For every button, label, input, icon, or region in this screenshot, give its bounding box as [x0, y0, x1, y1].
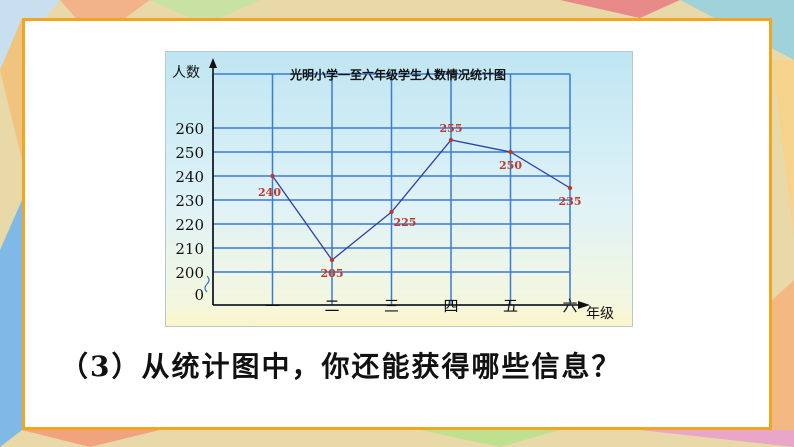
y-tick-label: 250: [175, 144, 204, 162]
data-point: [389, 209, 394, 215]
data-point: [508, 149, 513, 155]
data-point: [270, 173, 275, 179]
y-tick-label: 240: [175, 168, 204, 186]
y-tick-label: 230: [175, 192, 204, 210]
y-tick-label: 200: [175, 264, 204, 282]
series-line: [271, 139, 571, 261]
y-tick-label: 0: [194, 286, 204, 304]
chart-title: 光明小学一至六年级学生人数情况统计图: [289, 67, 506, 82]
chart-panel: 光明小学一至六年级学生人数情况统计图 人数年级 0 200 210 220 230 240 25…: [166, 52, 632, 326]
question-text: （3）从统计图中，你还能获得哪些信息？: [60, 350, 622, 383]
x-axis-label: 年级: [586, 306, 614, 322]
data-label: 255: [440, 122, 463, 135]
x-tick-label: 一: [265, 297, 280, 315]
y-tick-label: 210: [175, 240, 204, 258]
x-tick-label: 四: [443, 297, 458, 315]
x-tick-label: 二: [324, 297, 339, 315]
data-label: 235: [559, 195, 582, 208]
x-tick-label: 三: [384, 297, 399, 315]
x-axis-arrow-icon: [578, 301, 590, 309]
data-label: 250: [499, 159, 522, 172]
data-label: 225: [394, 216, 417, 229]
data-point: [567, 185, 573, 191]
x-tick-label: 五: [503, 297, 518, 315]
data-label: 205: [321, 267, 344, 280]
data-label: 240: [258, 186, 281, 199]
data-point: [329, 257, 335, 263]
y-tick-label: 260: [175, 120, 204, 138]
x-tick-label: 六: [562, 297, 577, 315]
axis-break-icon: [204, 275, 210, 293]
y-axis-arrow-icon: [209, 58, 217, 68]
data-point: [448, 137, 454, 143]
y-axis-label: 人数: [172, 65, 200, 81]
y-tick-label: 220: [175, 216, 204, 234]
